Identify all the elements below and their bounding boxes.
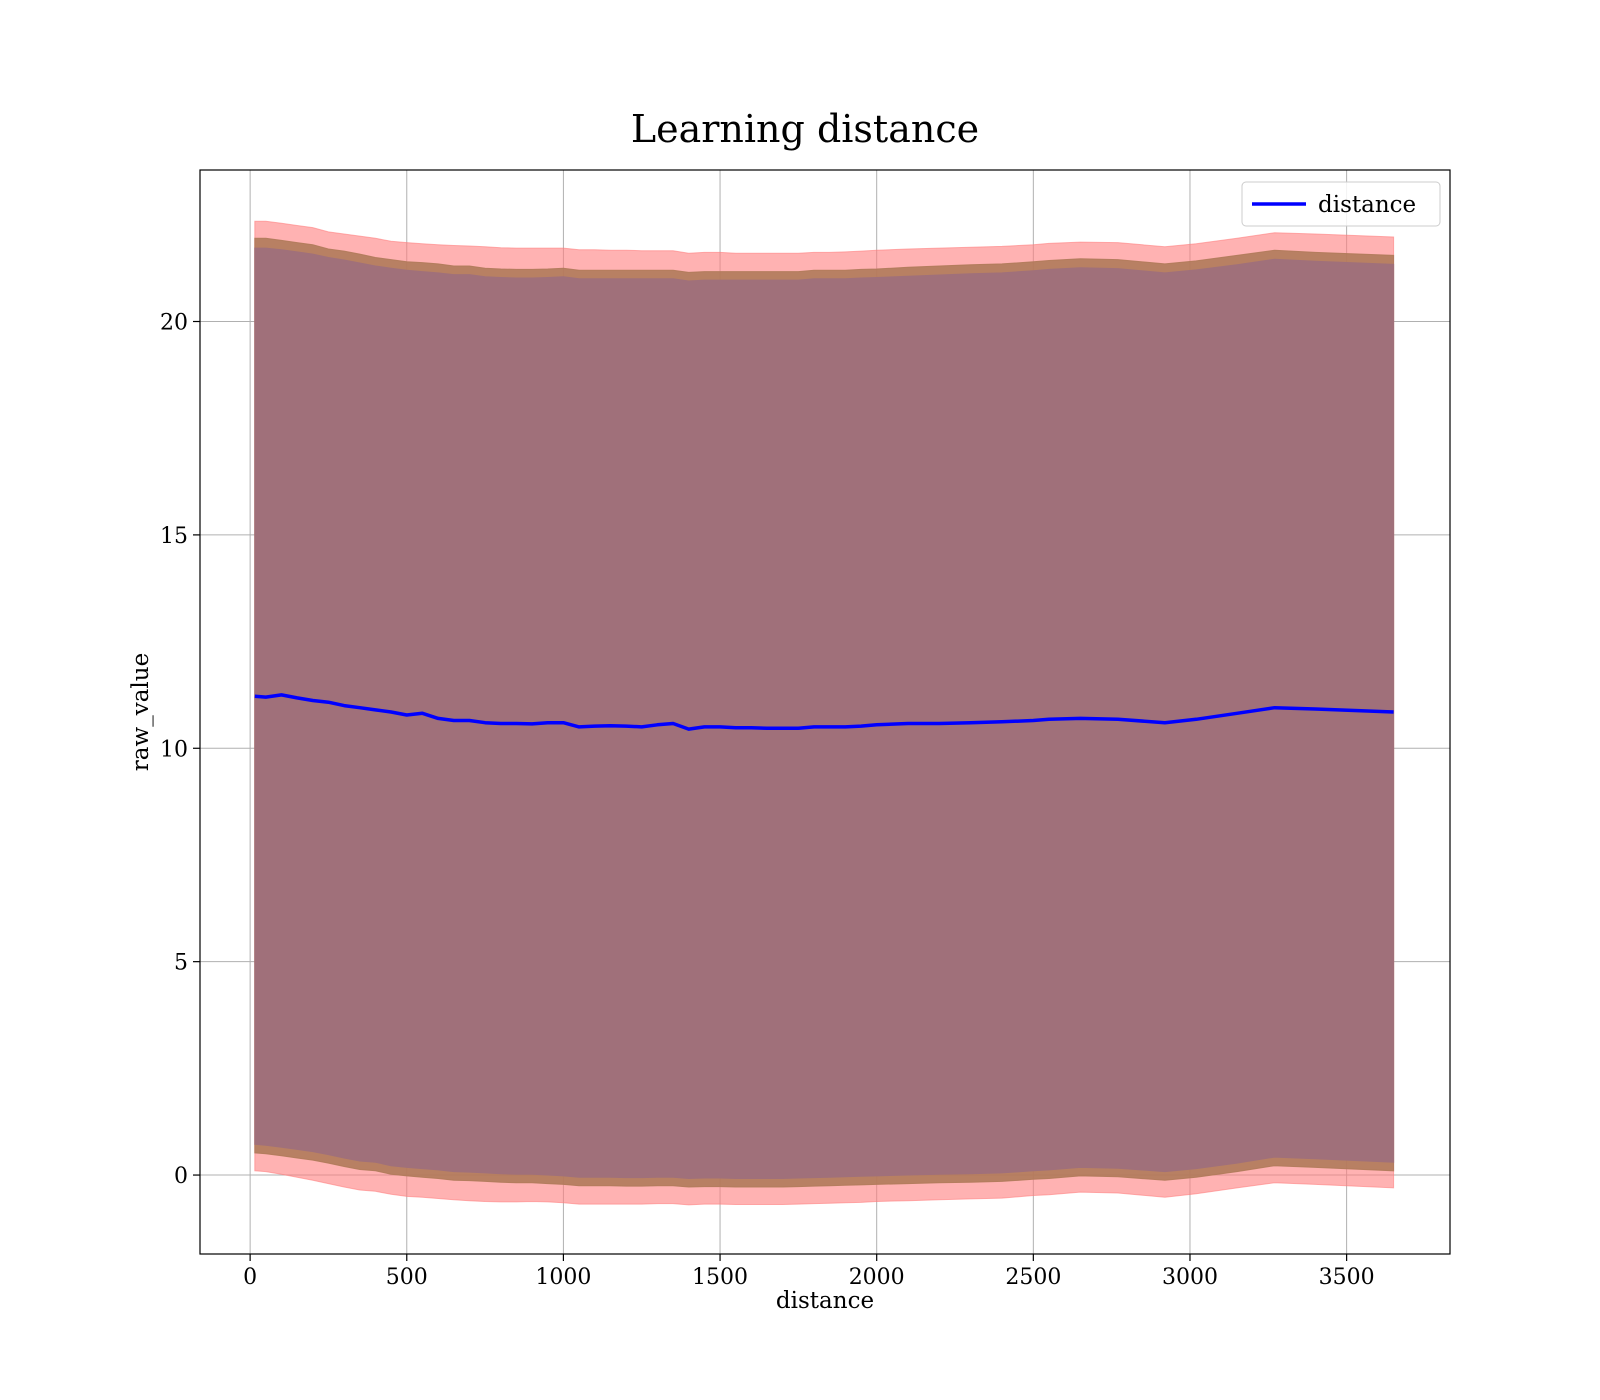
x-tick-label-4: 2000 [849,1265,905,1290]
x-tick-label-7: 3500 [1319,1265,1375,1290]
y-tick-label-1: 5 [174,951,188,976]
y-tick-label-4: 20 [160,311,188,336]
x-tick-label-2: 1000 [535,1265,591,1290]
inner-band [254,247,1395,1180]
x-tick-label-3: 1500 [692,1265,748,1290]
x-tick-label-0: 0 [243,1265,257,1290]
legend-box [1241,181,1441,227]
plot-area: 0 500 1000 1500 2000 2500 3000 3500 0 5 10 15 20 [160,169,1451,1290]
x-axis-ticks: 0 500 1000 1500 2000 2500 3000 3500 [243,1254,1375,1290]
series-line-distance [254,693,1394,731]
chart-title: Learning distance [631,107,979,151]
y-axis-label: raw_value [128,653,154,771]
x-tick-label-5: 2500 [1005,1265,1061,1290]
x-axis-label: distance [776,1288,874,1314]
y-tick-label-2: 10 [160,737,188,762]
series-lines [254,693,1394,731]
x-tick-label-1: 500 [386,1265,428,1290]
confidence-bands [254,220,1395,1206]
legend-label: distance [1318,192,1416,218]
y-axis-ticks: 0 5 10 15 20 [160,311,200,1189]
y-tick-label-3: 15 [160,524,188,549]
legend: distance [1241,181,1441,227]
axes-frame [199,169,1451,1255]
y-tick-label-0: 0 [174,1164,188,1189]
x-tick-label-6: 3000 [1162,1265,1218,1290]
